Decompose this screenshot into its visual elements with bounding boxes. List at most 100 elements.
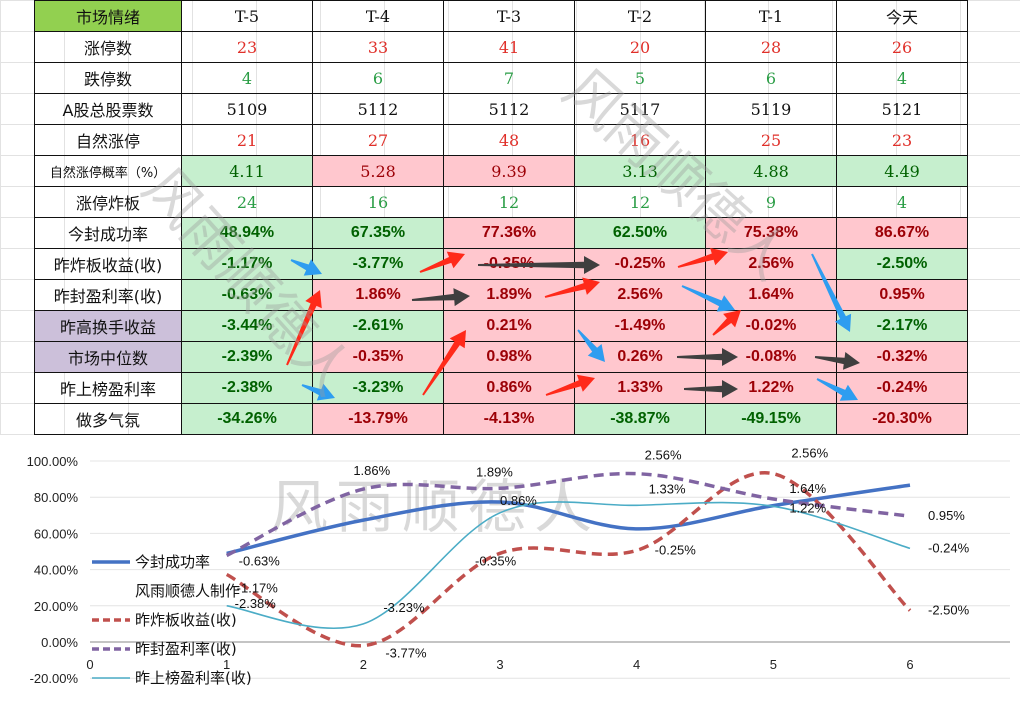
row-label: 今封成功率 xyxy=(34,217,182,249)
table-cell: 0.26% xyxy=(574,341,706,373)
data-label: -2.50% xyxy=(928,603,970,618)
table-cell: 5 xyxy=(574,62,706,94)
header-column: T-3 xyxy=(443,0,575,32)
table-row: 市场中位数 -2.39% -0.35% 0.98% 0.26% -0.08% -0.32% xyxy=(34,341,968,373)
table-cell: 23 xyxy=(181,31,313,63)
table-cell: 12 xyxy=(574,186,706,218)
x-tick-label: 6 xyxy=(906,657,913,672)
table-cell: 4 xyxy=(836,62,968,94)
data-label: 1.86% xyxy=(353,463,390,478)
table-cell: -0.35% xyxy=(312,341,444,373)
data-label: 1.64% xyxy=(789,481,826,496)
table-cell: 4.11 xyxy=(181,155,313,187)
table-cell: -3.23% xyxy=(312,372,444,404)
table-cell: 1.22% xyxy=(705,372,837,404)
table-cell: 4.88 xyxy=(705,155,837,187)
table-row: 昨高换手收益 -3.44% -2.61% 0.21% -1.49% -0.02% -2.17… xyxy=(34,310,968,342)
data-label: 2.56% xyxy=(645,448,682,463)
table-cell: 24 xyxy=(181,186,313,218)
header-column: T-2 xyxy=(574,0,706,32)
table-cell: -2.17% xyxy=(836,310,968,342)
legend-item: 昨封盈利率(收) xyxy=(92,640,237,658)
table-row: 做多气氛 -34.26% -13.79% -4.13% -38.87% -49.15% -2… xyxy=(34,403,968,435)
table-row: 今封成功率 48.94% 67.35% 77.36% 62.50% 75.38% 86.67… xyxy=(34,217,968,249)
table-cell: 20 xyxy=(574,31,706,63)
table-cell: 1.89% xyxy=(443,279,575,311)
table-row: 昨上榜盈利率 -2.38% -3.23% 0.86% 1.33% 1.22% -0.24% xyxy=(34,372,968,404)
line-chart: -20.00%0.00%20.00%40.00%60.00%80.00%100.… xyxy=(27,446,1010,687)
x-tick-label: 4 xyxy=(633,657,640,672)
row-label: 自然涨停 xyxy=(34,124,182,156)
header-column: T-4 xyxy=(312,0,444,32)
x-tick-label: 1 xyxy=(223,657,230,672)
y-tick-label: -20.00% xyxy=(30,671,79,686)
row-label: 昨上榜盈利率 xyxy=(34,372,182,404)
data-label: 2.56% xyxy=(791,446,828,461)
x-tick-label: 5 xyxy=(770,657,777,672)
row-label: 昨高换手收益 xyxy=(34,310,182,342)
table-cell: -1.49% xyxy=(574,310,706,342)
data-label: 0.86% xyxy=(500,493,537,508)
row-label: 自然涨停概率（%） xyxy=(34,155,182,187)
table-cell: 5.28 xyxy=(312,155,444,187)
legend-item: 今封成功率 xyxy=(92,553,210,571)
table-row: 自然涨停 21 27 48 16 25 23 xyxy=(34,124,968,156)
table-cell: 23 xyxy=(836,124,968,156)
table-cell: -3.77% xyxy=(312,248,444,280)
table-cell: 2.56% xyxy=(574,279,706,311)
table-cell: 48.94% xyxy=(181,217,313,249)
series-lines xyxy=(225,471,912,648)
data-label: -3.77% xyxy=(385,646,427,661)
table-cell: 2.56% xyxy=(705,248,837,280)
table-cell: 77.36% xyxy=(443,217,575,249)
table-cell: -0.25% xyxy=(574,248,706,280)
header-column: T-5 xyxy=(181,0,313,32)
x-tick-label: 3 xyxy=(496,657,503,672)
table-cell: -1.17% xyxy=(181,248,313,280)
table-cell: 5109 xyxy=(181,93,313,125)
y-tick-label: 20.00% xyxy=(34,599,79,614)
table-cell: -4.13% xyxy=(443,403,575,435)
legend-item: 昨炸板收益(收) xyxy=(92,611,237,629)
legend-label: 昨上榜盈利率(收) xyxy=(135,669,252,687)
table-cell: -0.35% xyxy=(443,248,575,280)
table-cell: 1.33% xyxy=(574,372,706,404)
table-cell: 26 xyxy=(836,31,968,63)
header-column: T-1 xyxy=(705,0,837,32)
table-cell: 9 xyxy=(705,186,837,218)
table-cell: -2.39% xyxy=(181,341,313,373)
market-sentiment-table: 市场情绪 T-5 T-4 T-3 T-2 T-1 今天 涨停数 23 33 41 20 28 26 跌停数 4… xyxy=(34,0,968,435)
row-label: 跌停数 xyxy=(34,62,182,94)
row-label: 涨停炸板 xyxy=(34,186,182,218)
table-cell: -2.38% xyxy=(181,372,313,404)
table-cell: 0.95% xyxy=(836,279,968,311)
table-row: 涨停炸板 24 16 12 12 9 4 xyxy=(34,186,968,218)
table-cell: -0.63% xyxy=(181,279,313,311)
table-cell: 67.35% xyxy=(312,217,444,249)
table-row: A股总股票数 5109 5112 5112 5117 5119 5121 xyxy=(34,93,968,125)
data-label: -0.63% xyxy=(239,553,281,568)
table-cell: 1.64% xyxy=(705,279,837,311)
table-cell: -13.79% xyxy=(312,403,444,435)
table-cell: 41 xyxy=(443,31,575,63)
table-row: 昨封盈利率(收) -0.63% 1.86% 1.89% 2.56% 1.64% 0.95% xyxy=(34,279,968,311)
table-cell: 4 xyxy=(836,186,968,218)
header-row: 市场情绪 T-5 T-4 T-3 T-2 T-1 今天 xyxy=(34,0,968,32)
data-label: 1.22% xyxy=(789,500,826,515)
table-cell: -3.44% xyxy=(181,310,313,342)
series-line xyxy=(225,471,911,558)
data-label: -0.24% xyxy=(928,540,970,555)
table-cell: 12 xyxy=(443,186,575,218)
data-label: 1.33% xyxy=(649,481,686,496)
header-column: 今天 xyxy=(836,0,968,32)
table-cell: -49.15% xyxy=(705,403,837,435)
data-labels: -1.17% -3.77% -0.35% -0.25% 2.56% -2.50% -0.63… xyxy=(235,446,970,661)
table-cell: 48 xyxy=(443,124,575,156)
table-cell: 0.21% xyxy=(443,310,575,342)
table-cell: 9.39 xyxy=(443,155,575,187)
series-line xyxy=(226,501,911,629)
data-label: 0.95% xyxy=(928,508,965,523)
table-row: 跌停数 4 6 7 5 6 4 xyxy=(34,62,968,94)
table-cell: 86.67% xyxy=(836,217,968,249)
